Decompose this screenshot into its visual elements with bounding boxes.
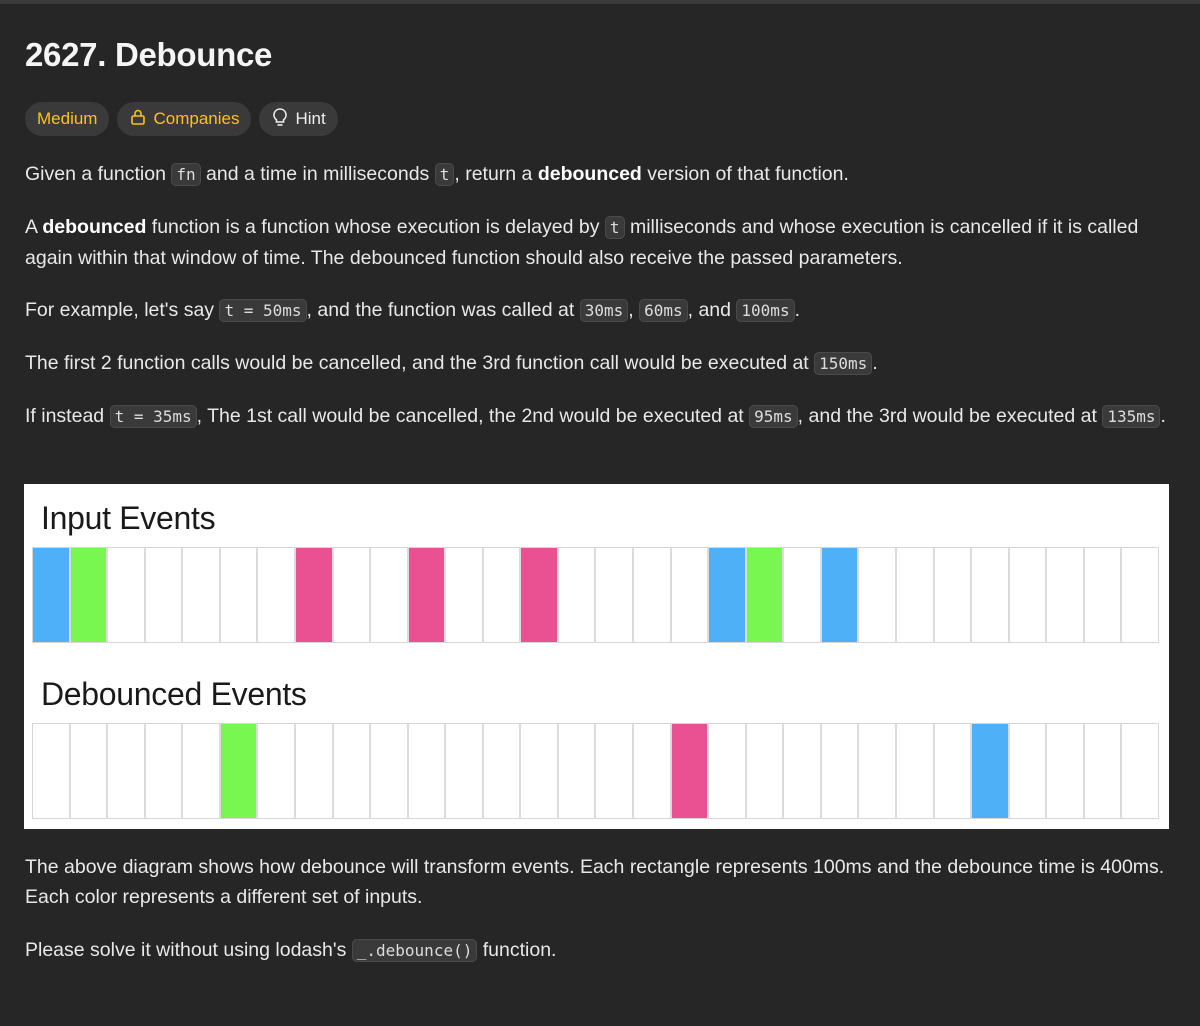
input-empty-cell (634, 548, 672, 642)
debounced-empty-cell (897, 724, 935, 818)
input-empty-cell (672, 548, 710, 642)
inline-code: _.debounce() (351, 939, 478, 962)
debounced-empty-cell (1010, 724, 1048, 818)
input-empty-cell (859, 548, 897, 642)
input-event-blue (709, 548, 747, 642)
description-paragraph-1: Given a function fn and a time in millis… (25, 163, 849, 186)
companies-label: Companies (153, 109, 240, 128)
debounced-empty-cell (709, 724, 747, 818)
inline-code: t = 50ms (219, 299, 307, 322)
debounced-empty-cell (596, 724, 634, 818)
lock-icon (129, 108, 147, 131)
inline-code: t = 35ms (109, 405, 197, 428)
input-empty-cell (559, 548, 597, 642)
input-empty-cell (183, 548, 221, 642)
debounced-empty-cell (1122, 724, 1158, 818)
debounced-empty-cell (784, 724, 822, 818)
debounced-events-title: Debounced Events (41, 676, 307, 712)
debounced-event-pink (671, 724, 710, 818)
input-event-blue (821, 548, 860, 642)
debounced-empty-cell (1047, 724, 1085, 818)
input-empty-cell (258, 548, 296, 642)
input-event-green (70, 548, 109, 642)
description-paragraph-7: Please solve it without using lodash's _… (25, 939, 557, 962)
input-empty-cell (146, 548, 184, 642)
input-empty-cell (371, 548, 409, 642)
hint-button[interactable]: Hint (259, 102, 338, 136)
input-event-blue (33, 548, 71, 642)
top-border (0, 0, 1200, 4)
inline-code: t (434, 163, 455, 186)
input-empty-cell (446, 548, 484, 642)
debounced-empty-cell (108, 724, 146, 818)
input-empty-cell (1122, 548, 1158, 642)
input-events-title: Input Events (41, 500, 216, 536)
input-empty-cell (1047, 548, 1085, 642)
input-event-pink (295, 548, 334, 642)
debounced-empty-cell (859, 724, 897, 818)
debounced-empty-cell (183, 724, 221, 818)
debounced-empty-cell (33, 724, 71, 818)
debounced-event-blue (972, 724, 1010, 818)
description-paragraph-6: The above diagram shows how debounce wil… (25, 856, 1165, 908)
input-event-pink (521, 548, 559, 642)
description-paragraph-3: For example, let's say t = 50ms, and the… (25, 299, 800, 322)
input-empty-cell (972, 548, 1010, 642)
difficulty-badge[interactable]: Medium (25, 102, 110, 136)
lightbulb-icon (271, 107, 289, 132)
input-empty-cell (221, 548, 259, 642)
hint-label: Hint (295, 109, 326, 128)
description-paragraph-5: If instead t = 35ms, The 1st call would … (25, 405, 1166, 428)
inline-code: 150ms (814, 352, 873, 375)
input-event-pink (408, 548, 447, 642)
debounced-empty-cell (71, 724, 109, 818)
input-empty-cell (334, 548, 372, 642)
inline-code: 30ms (579, 299, 629, 322)
debounced-empty-cell (409, 724, 447, 818)
input-empty-cell (784, 548, 822, 642)
input-empty-cell (108, 548, 146, 642)
debounced-empty-cell (822, 724, 860, 818)
debounced-empty-cell (484, 724, 522, 818)
debounced-empty-cell (634, 724, 672, 818)
debounced-event-green (220, 724, 259, 818)
input-empty-cell (897, 548, 935, 642)
description-paragraph-4: The first 2 function calls would be canc… (25, 352, 878, 375)
debounced-empty-cell (559, 724, 597, 818)
debounced-empty-cell (1085, 724, 1123, 818)
debounced-empty-cell (146, 724, 184, 818)
input-empty-cell (596, 548, 634, 642)
inline-code: 95ms (749, 405, 798, 428)
input-events-track (32, 547, 1159, 643)
companies-button[interactable]: Companies (117, 102, 252, 136)
debounced-empty-cell (935, 724, 973, 818)
debounced-empty-cell (258, 724, 296, 818)
inline-code: fn (171, 163, 201, 186)
debounced-empty-cell (371, 724, 409, 818)
input-empty-cell (1085, 548, 1123, 642)
input-empty-cell (935, 548, 973, 642)
input-empty-cell (484, 548, 522, 642)
inline-code: 100ms (736, 299, 795, 322)
tag-bar: Medium Companies Hint (25, 102, 338, 136)
input-empty-cell (1010, 548, 1048, 642)
inline-code: t (604, 216, 625, 239)
input-event-green (746, 548, 785, 642)
description-paragraph-2: A debounced function is a function whose… (25, 216, 1139, 269)
debounced-events-track (32, 723, 1159, 819)
debounced-empty-cell (446, 724, 484, 818)
debounced-empty-cell (747, 724, 785, 818)
debounced-empty-cell (296, 724, 334, 818)
inline-code: 135ms (1102, 405, 1161, 428)
debounce-diagram: Input Events Debounced Events (24, 484, 1169, 829)
debounced-empty-cell (334, 724, 372, 818)
page-title: 2627. Debounce (25, 36, 273, 73)
debounced-empty-cell (521, 724, 559, 818)
inline-code: 60ms (639, 299, 688, 322)
